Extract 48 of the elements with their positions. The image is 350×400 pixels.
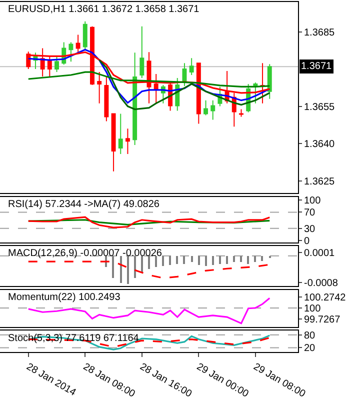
candlestick [189,58,194,76]
candlestick [111,113,116,172]
chart-title: Momentum(22) 100.2493 [8,292,121,303]
line-series [28,260,270,279]
y-tick-label: 1.3640 [304,139,336,150]
candlestick [210,100,216,120]
candlestick [132,52,138,146]
chart-title: RSI(14) 57.2344 ->MA(7) 49.0826 [8,199,160,210]
candlestick [239,108,244,118]
ref-line-label: 1.3671 [301,61,332,72]
candlestick [104,76,109,122]
candlestick [68,42,74,62]
x-tick-label: 28 Jan 2014 [24,361,78,399]
candlestick [204,100,208,116]
y-tick-label: 80 [304,330,316,342]
y-tick-label: 70 [304,208,316,219]
y-tick-label: 100 [304,303,322,314]
y-tick-label: 1.3685 [304,27,336,38]
candlestick [253,82,258,104]
y-tick-label: 0 [304,236,310,247]
candlestick [97,72,102,104]
y-tick-label: 1.3655 [304,102,336,113]
y-tick-label: 1.3625 [304,176,336,188]
y-tick-label: -0.0008 [304,278,338,290]
chart-title: MACD(12,26,9) -0.00007 -0.00026 [8,248,162,259]
line-series [28,216,270,228]
y-tick-label: 100.2742 [304,292,346,304]
line-series [98,59,270,110]
candlestick [125,128,130,154]
x-tick-label: 29 Jan 00:00 [194,361,251,400]
x-tick-label: 28 Jan 08:00 [81,361,138,400]
candlestick [118,113,123,154]
x-tick-label: 28 Jan 16:00 [138,361,194,400]
line-series [28,48,270,104]
y-tick-label: 30 [304,224,316,235]
candlestick [267,64,272,100]
y-tick-label: 99.7267 [304,314,341,326]
candlestick [182,62,187,86]
y-tick-label: 0.0001 [304,248,336,260]
y-tick-label: 100 [304,196,322,207]
line-series [28,71,270,88]
y-tick-label: 20 [304,343,316,354]
chart-title: EURUSD,H1 1.3661 1.3672 1.3658 1.3671 [8,4,200,15]
x-tick-label: 29 Jan 08:00 [251,361,308,400]
candlestick [54,55,59,73]
candlestick [82,20,88,50]
candlestick [47,55,52,78]
candlestick [140,26,144,78]
